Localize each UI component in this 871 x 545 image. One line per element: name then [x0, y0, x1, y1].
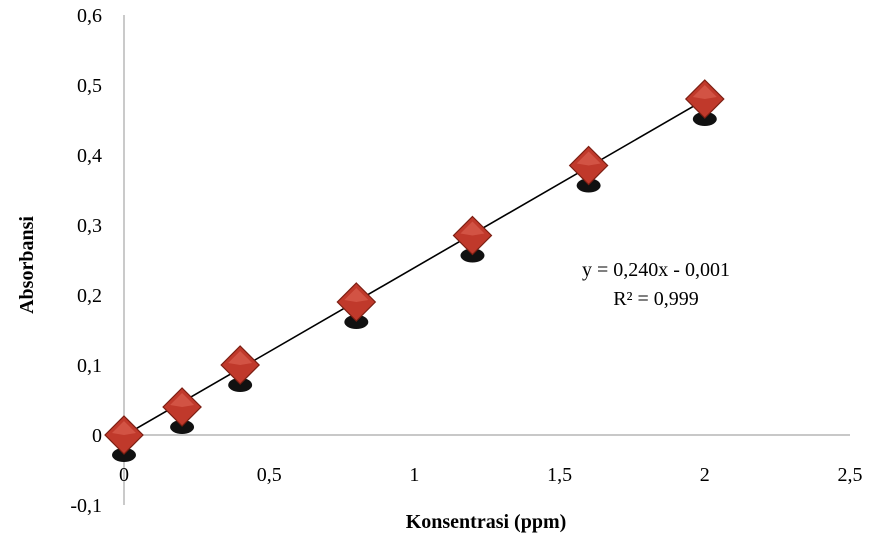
data-point: [104, 415, 144, 462]
x-tick-label: 0: [119, 464, 129, 486]
x-tick-label: 1,5: [547, 464, 572, 486]
y-tick-label: 0,1: [77, 355, 102, 377]
data-point-shadow: [170, 420, 195, 434]
trendline-equation: y = 0,240x - 0,001: [582, 259, 730, 281]
data-point: [336, 282, 377, 329]
trendline-layer: [123, 99, 706, 437]
x-tick-label: 2,5: [838, 464, 863, 486]
y-tick-label: 0,4: [77, 145, 102, 167]
y-axis-title: Absorbansi: [16, 216, 38, 314]
y-tick-label: -0,1: [70, 495, 102, 517]
data-point-highlight: [170, 393, 195, 407]
data-point-shadow: [112, 448, 136, 462]
data-point-shadow: [344, 315, 369, 329]
data-point-shadow: [460, 248, 485, 263]
data-point-highlight: [576, 151, 601, 166]
r-squared-label: R² = 0,999: [613, 288, 699, 310]
trendline: [123, 99, 706, 437]
y-tick-label: 0: [92, 425, 102, 447]
x-axis-title: Konsentrasi (ppm): [406, 511, 567, 533]
x-tick-label: 1: [409, 464, 419, 486]
y-tick-label: 0,2: [77, 285, 102, 307]
data-point-highlight: [344, 288, 369, 302]
y-tick-label: 0,6: [77, 5, 102, 27]
data-point-shadow: [228, 378, 253, 392]
data-point: [568, 145, 609, 193]
data-point-highlight: [460, 221, 485, 236]
data-point: [220, 345, 261, 392]
data-point-highlight: [228, 351, 253, 365]
data-points-layer: [104, 79, 725, 462]
data-point-highlight: [692, 85, 717, 99]
x-tick-label: 2: [700, 464, 710, 486]
y-tick-label: 0,3: [77, 215, 102, 237]
data-point-shadow: [576, 178, 601, 193]
data-point-highlight: [112, 421, 136, 435]
axes-layer: [123, 15, 850, 505]
y-tick-label: 0,5: [77, 75, 102, 97]
data-point: [162, 387, 202, 434]
ticks-layer: -0,1 0 0,1 0,2 0,3 0,4 0,5 0,6 0 0,5 1 1,5 2 2,5: [70, 5, 862, 517]
x-tick-label: 0,5: [257, 464, 282, 486]
data-point: [452, 215, 493, 263]
data-point: [684, 79, 725, 126]
data-point-shadow: [692, 112, 717, 126]
